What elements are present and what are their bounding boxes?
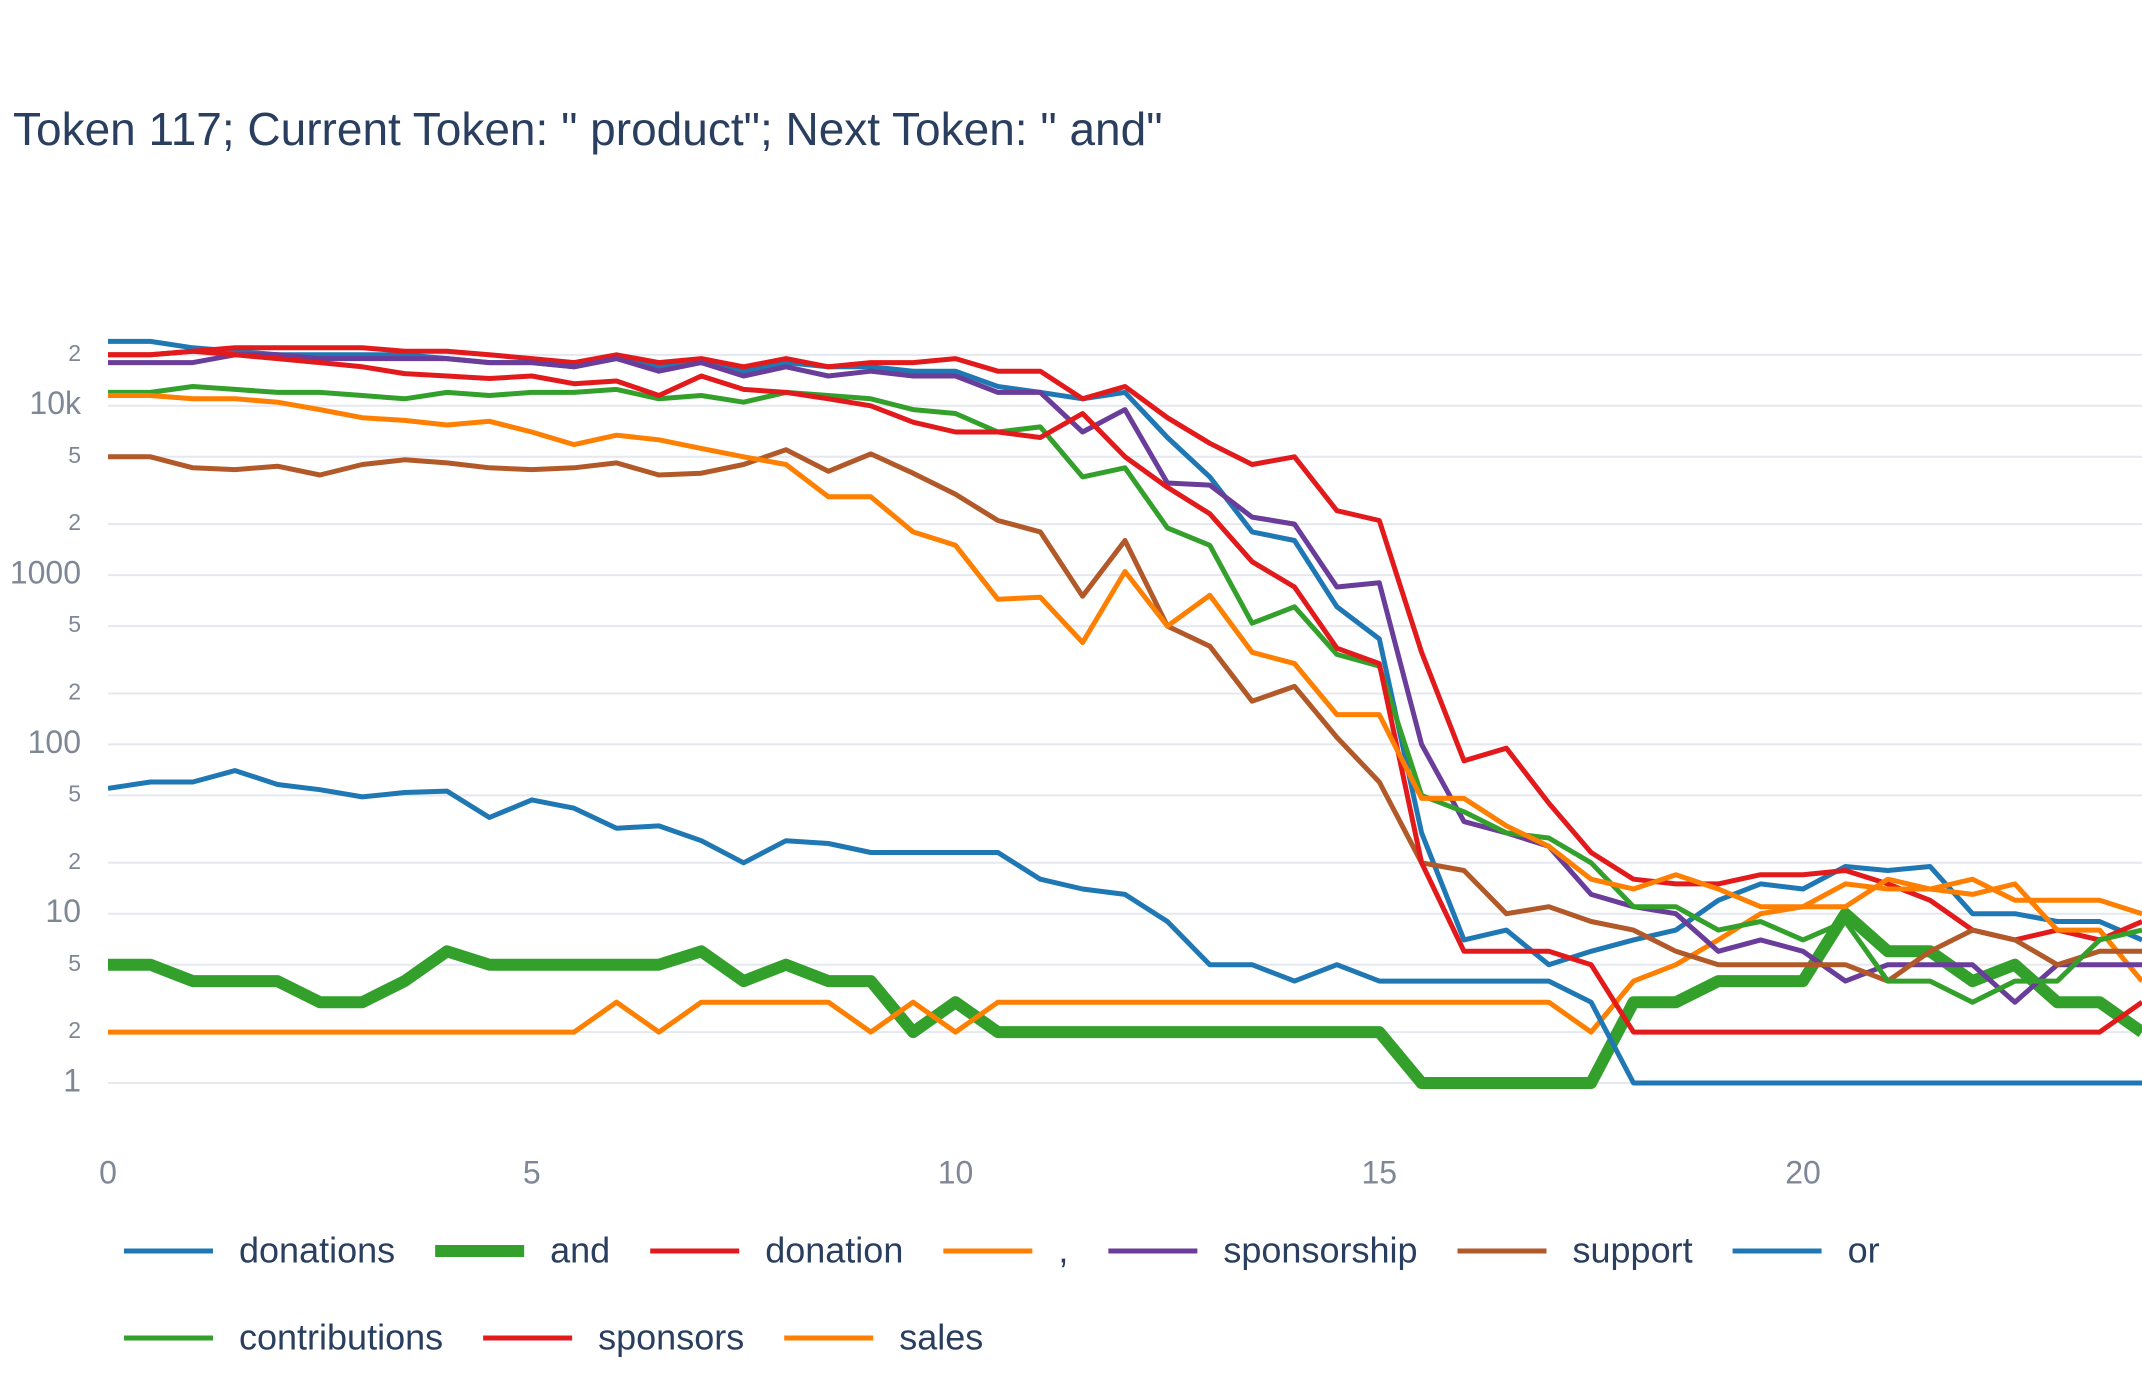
legend-label: contributions bbox=[239, 1317, 443, 1358]
y-tick-label: 2 bbox=[68, 848, 81, 874]
chart-title: Token 117; Current Token: " product"; Ne… bbox=[13, 103, 1163, 155]
series-line bbox=[108, 384, 2142, 1005]
legend-item: sponsors bbox=[483, 1317, 744, 1358]
series-line bbox=[108, 348, 2142, 1035]
legend-item: or bbox=[1732, 1230, 1880, 1271]
y-tick-label: 5 bbox=[68, 950, 81, 976]
y-tick-label: 2 bbox=[68, 679, 81, 705]
series-line bbox=[108, 447, 2142, 984]
legend-item: sponsorship bbox=[1108, 1230, 1418, 1271]
x-tick-label: 15 bbox=[1361, 1154, 1397, 1190]
legend-item: donation bbox=[650, 1230, 903, 1271]
x-tick-label: 5 bbox=[523, 1154, 541, 1190]
legend-item: support bbox=[1457, 1230, 1693, 1271]
y-tick-label: 2 bbox=[68, 509, 81, 535]
legend-label: and bbox=[550, 1230, 610, 1271]
series-line bbox=[108, 393, 2142, 917]
legend-label: sponsors bbox=[598, 1317, 744, 1358]
y-tick-label: 1000 bbox=[10, 555, 81, 591]
legend-label: sales bbox=[899, 1317, 983, 1358]
legend-label: , bbox=[1058, 1230, 1068, 1271]
y-tick-label: 5 bbox=[68, 611, 81, 637]
series-line bbox=[108, 345, 2142, 943]
x-tick-label: 0 bbox=[99, 1154, 117, 1190]
legend-item: donations bbox=[124, 1230, 395, 1271]
y-tick-label: 100 bbox=[28, 724, 81, 760]
y-tick-label: 10 bbox=[45, 893, 81, 929]
legend-label: donations bbox=[239, 1230, 395, 1271]
y-tick-label: 10k bbox=[29, 385, 82, 421]
legend-item: contributions bbox=[124, 1317, 443, 1358]
legend-label: or bbox=[1848, 1230, 1880, 1271]
y-tick-label: 2 bbox=[68, 1017, 81, 1043]
y-tick-label: 2 bbox=[68, 340, 81, 366]
legend-item: and bbox=[435, 1230, 610, 1271]
legend-label: support bbox=[1573, 1230, 1693, 1271]
y-tick-label: 5 bbox=[68, 442, 81, 468]
series-line bbox=[108, 907, 2142, 1089]
y-tick-label: 1 bbox=[63, 1062, 81, 1098]
x-tick-label: 20 bbox=[1785, 1154, 1821, 1190]
x-tick-label: 10 bbox=[938, 1154, 974, 1190]
series-line bbox=[108, 768, 2142, 1086]
series-line bbox=[108, 352, 2142, 1005]
legend-label: donation bbox=[765, 1230, 903, 1271]
legend-item: sales bbox=[784, 1317, 983, 1358]
series-line bbox=[108, 876, 2142, 1035]
y-tick-label: 5 bbox=[68, 780, 81, 806]
legend-item: , bbox=[943, 1230, 1068, 1271]
legend-label: sponsorship bbox=[1223, 1230, 1417, 1271]
